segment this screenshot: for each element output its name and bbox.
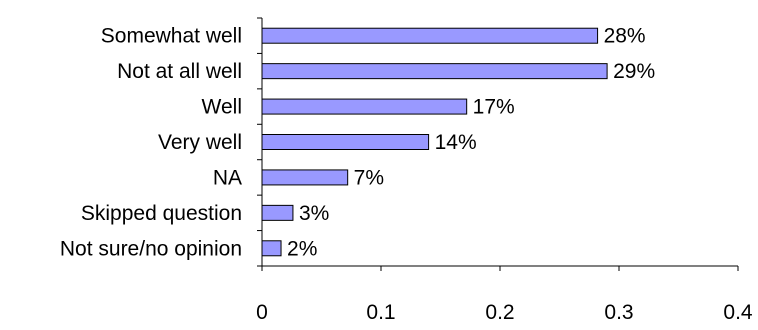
bar-6 bbox=[261, 240, 282, 257]
bar-4 bbox=[261, 169, 349, 186]
bars-group bbox=[261, 27, 608, 257]
x-tick-label-0: 0 bbox=[256, 301, 268, 324]
category-label-2: Well bbox=[202, 96, 242, 119]
bar-0 bbox=[261, 27, 599, 44]
labels-group: Somewhat well 28% Not at all well 29% Well 17… bbox=[60, 25, 753, 324]
category-label-0: Somewhat well bbox=[101, 25, 242, 48]
data-label-0: 28% bbox=[604, 25, 646, 48]
data-label-2: 17% bbox=[473, 96, 515, 119]
x-tick-label-3: 0.3 bbox=[604, 301, 633, 324]
x-tick-label-1: 0.1 bbox=[366, 301, 395, 324]
category-label-5: Skipped question bbox=[81, 202, 242, 225]
category-label-6: Not sure/no opinion bbox=[60, 237, 242, 260]
bar-3 bbox=[261, 134, 430, 150]
data-label-5: 3% bbox=[299, 202, 329, 225]
bar-1 bbox=[261, 63, 608, 80]
x-tick-label-2: 0.2 bbox=[485, 301, 514, 324]
data-label-1: 29% bbox=[613, 60, 655, 83]
category-label-4: NA bbox=[213, 166, 242, 189]
data-label-6: 2% bbox=[287, 237, 317, 260]
data-label-4: 7% bbox=[354, 166, 384, 189]
bar-2 bbox=[261, 98, 468, 115]
data-label-3: 14% bbox=[435, 131, 477, 154]
x-tick-label-4: 0.4 bbox=[723, 301, 753, 324]
category-label-1: Not at all well bbox=[117, 60, 242, 83]
category-label-3: Very well bbox=[158, 131, 242, 154]
bar-5 bbox=[261, 204, 294, 221]
axes-group bbox=[257, 17, 739, 271]
